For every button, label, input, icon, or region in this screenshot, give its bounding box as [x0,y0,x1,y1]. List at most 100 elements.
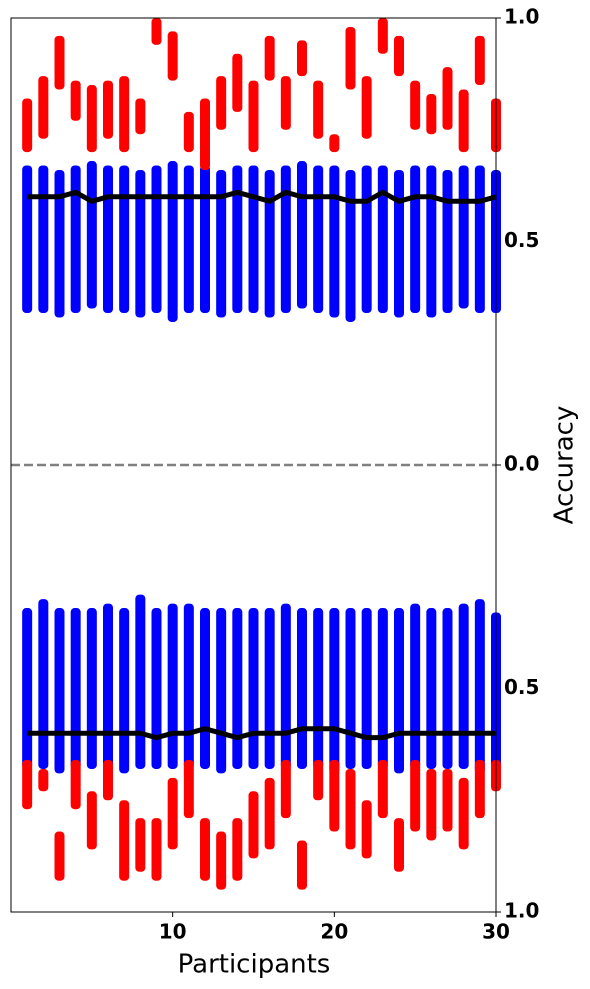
strip [151,818,162,881]
strip [410,760,421,832]
strip [22,165,33,314]
strip [361,165,372,314]
strip [151,608,162,769]
strip [232,53,243,112]
x-tick-label: 10 [159,920,187,944]
strip [167,31,178,81]
strip [54,831,65,881]
strip [151,165,162,314]
strip [377,165,388,314]
strip [410,80,421,130]
strip [22,760,33,810]
strip [54,169,65,318]
strip [297,40,307,77]
strip [248,80,259,153]
strip [458,89,469,153]
strip [103,760,113,801]
strip [183,111,194,153]
strip [151,18,162,45]
strip [474,599,485,774]
strip [200,165,210,314]
strip [167,603,178,769]
strip [474,760,485,819]
strip [167,161,178,322]
strip [361,608,372,769]
strip [394,608,404,774]
strip [232,165,243,314]
x-tick-label: 30 [482,920,510,944]
strip [345,608,356,769]
strip [313,80,324,139]
strip [280,603,291,769]
strip [458,777,469,850]
strip [280,760,291,819]
strip [345,26,356,90]
strip [216,169,227,318]
y-tick-label: 1.0 [504,5,539,29]
strip [38,599,49,769]
y-tick-label: 0.0 [504,452,539,476]
strip [329,608,340,774]
strip [167,777,178,850]
strip [103,165,113,314]
strip [345,768,356,850]
strip [86,85,97,153]
strip [297,608,307,769]
strip [377,608,388,769]
strip [103,80,113,139]
y-axis-label: Accuracy [550,406,580,525]
strip [119,608,130,774]
strip [70,760,81,810]
strip [264,608,275,769]
strip [313,760,324,801]
strip [377,760,388,819]
strip [200,608,210,769]
strip [232,608,243,769]
strip [183,165,194,314]
strip [426,93,437,135]
strip [183,760,194,819]
strip [361,76,372,139]
strip [442,608,453,769]
strip [119,76,130,153]
strip [426,608,437,769]
strip [248,608,259,769]
strip [458,603,469,769]
strip [135,818,146,872]
strip [297,840,307,890]
strip [38,76,49,139]
strip [426,165,437,318]
strip [361,800,372,859]
strip [410,165,421,314]
strip [297,161,307,309]
strip [394,35,404,77]
strip [216,831,227,890]
plot-frame [10,17,497,913]
strip [280,165,291,314]
strip [458,165,469,309]
strip [38,165,49,314]
strip [394,169,404,318]
strip [86,791,97,850]
strip [216,76,227,130]
x-tick-label: 20 [320,920,348,944]
strip [329,134,340,153]
strip [135,98,146,135]
strip [280,76,291,130]
strip [329,165,340,318]
strip [183,603,194,769]
strip [410,603,421,769]
strip [103,603,113,769]
mean-line [27,726,496,741]
strip [22,98,33,153]
strip [442,169,453,314]
y-tick-label: 0.5 [504,675,539,699]
strip [474,165,485,314]
strip [345,169,356,322]
strip [442,67,453,130]
strip [119,800,130,881]
strip [329,760,340,832]
strip [70,608,81,769]
strip [264,169,275,318]
y-tick-label: 1.0 [504,899,539,923]
